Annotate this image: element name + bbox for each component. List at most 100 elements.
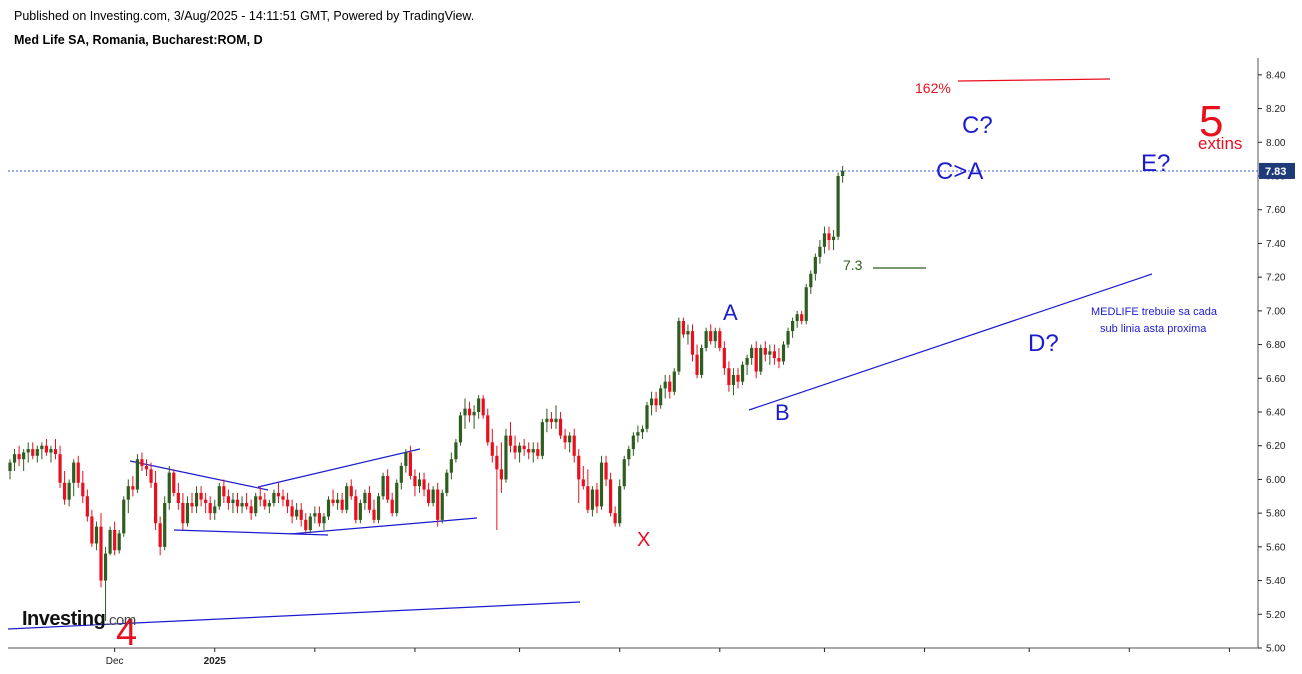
candle — [563, 428, 567, 450]
candle-body — [786, 331, 790, 345]
candle-body — [672, 371, 676, 392]
candle — [740, 361, 745, 386]
wave-label-x: X — [637, 529, 650, 551]
candle-body — [545, 418, 549, 423]
candle-body — [190, 503, 194, 507]
candle — [263, 492, 267, 510]
candle-body — [522, 445, 526, 450]
candle-body — [768, 351, 772, 355]
candle-body — [386, 476, 390, 500]
candle-body — [31, 449, 35, 456]
candle — [431, 486, 435, 507]
candle-body — [340, 499, 344, 510]
candle-body — [713, 331, 717, 342]
candle — [595, 482, 599, 514]
candle-body — [390, 499, 394, 514]
candle-body — [53, 449, 58, 455]
candle — [590, 486, 594, 517]
candle-body — [395, 482, 399, 514]
candle — [836, 172, 840, 241]
candle-body — [481, 398, 485, 416]
candle — [750, 344, 754, 365]
y-tick-label: 8.20 — [1266, 104, 1286, 115]
candle — [254, 492, 258, 517]
y-tick-label: 6.80 — [1266, 340, 1286, 351]
y-tick-label: 8.00 — [1266, 138, 1286, 149]
candle-body — [208, 503, 212, 514]
candle-body — [731, 374, 736, 386]
candle — [204, 492, 208, 514]
candle-body — [94, 526, 99, 544]
x-tick-label: 2025 — [204, 656, 227, 667]
candle — [604, 455, 608, 487]
candle-body — [336, 499, 340, 504]
candle-body — [827, 233, 831, 241]
candle — [144, 459, 149, 477]
candle — [258, 486, 262, 507]
candle — [809, 270, 813, 294]
published-info: Published on Investing.com, 3/Aug/2025 -… — [14, 9, 475, 23]
candle — [395, 479, 399, 517]
candle — [122, 496, 126, 537]
candle-body — [568, 435, 572, 443]
candle — [76, 455, 80, 488]
wave-label-d-question: D? — [1028, 330, 1059, 357]
candle-body — [308, 516, 312, 530]
candle — [672, 368, 676, 396]
y-tick-label: 7.20 — [1266, 273, 1286, 284]
candle — [640, 425, 645, 439]
candle-body — [554, 418, 558, 423]
candle-body — [467, 408, 472, 416]
candle-body — [668, 381, 672, 392]
candle — [527, 442, 531, 460]
candle-body — [581, 479, 585, 487]
candle — [822, 226, 827, 254]
candle — [549, 412, 554, 429]
candle-body — [627, 449, 631, 460]
candle — [340, 492, 344, 514]
candle — [700, 344, 704, 379]
candle — [495, 445, 499, 530]
wave-label-5: 5 — [1199, 97, 1223, 146]
candle-body — [595, 489, 599, 507]
candle-body — [750, 347, 754, 359]
candle — [827, 226, 831, 251]
candle-body — [654, 398, 658, 406]
candle — [94, 521, 99, 551]
candle — [304, 513, 308, 534]
candle — [768, 344, 772, 365]
candle — [363, 489, 367, 510]
x-tick-label: Dec — [106, 656, 124, 667]
candle-body — [599, 462, 604, 507]
candle — [113, 521, 117, 556]
candle — [103, 546, 108, 622]
candle — [427, 482, 431, 507]
candle-body — [408, 452, 412, 477]
candle-body — [727, 368, 731, 386]
candle-body — [276, 492, 281, 497]
candle-body — [399, 465, 403, 483]
candle — [618, 479, 622, 527]
candle-body — [458, 415, 463, 443]
candle-body — [513, 445, 517, 453]
candle — [235, 492, 240, 514]
candle-body — [67, 482, 71, 500]
candle — [81, 471, 85, 504]
candle — [17, 445, 21, 466]
candle-body — [636, 432, 640, 436]
candle — [117, 530, 121, 554]
candle-body — [167, 472, 171, 504]
candle — [63, 471, 67, 505]
candle — [85, 489, 89, 522]
candle — [72, 459, 76, 497]
candle — [649, 391, 654, 416]
candle-body — [686, 331, 690, 335]
trendline-triangle-upper — [129, 460, 269, 491]
candle — [786, 327, 790, 348]
candle — [609, 472, 613, 517]
candle — [176, 482, 180, 510]
candle — [800, 310, 804, 325]
candle-body — [372, 509, 376, 520]
logo-text: Investing — [22, 608, 106, 630]
